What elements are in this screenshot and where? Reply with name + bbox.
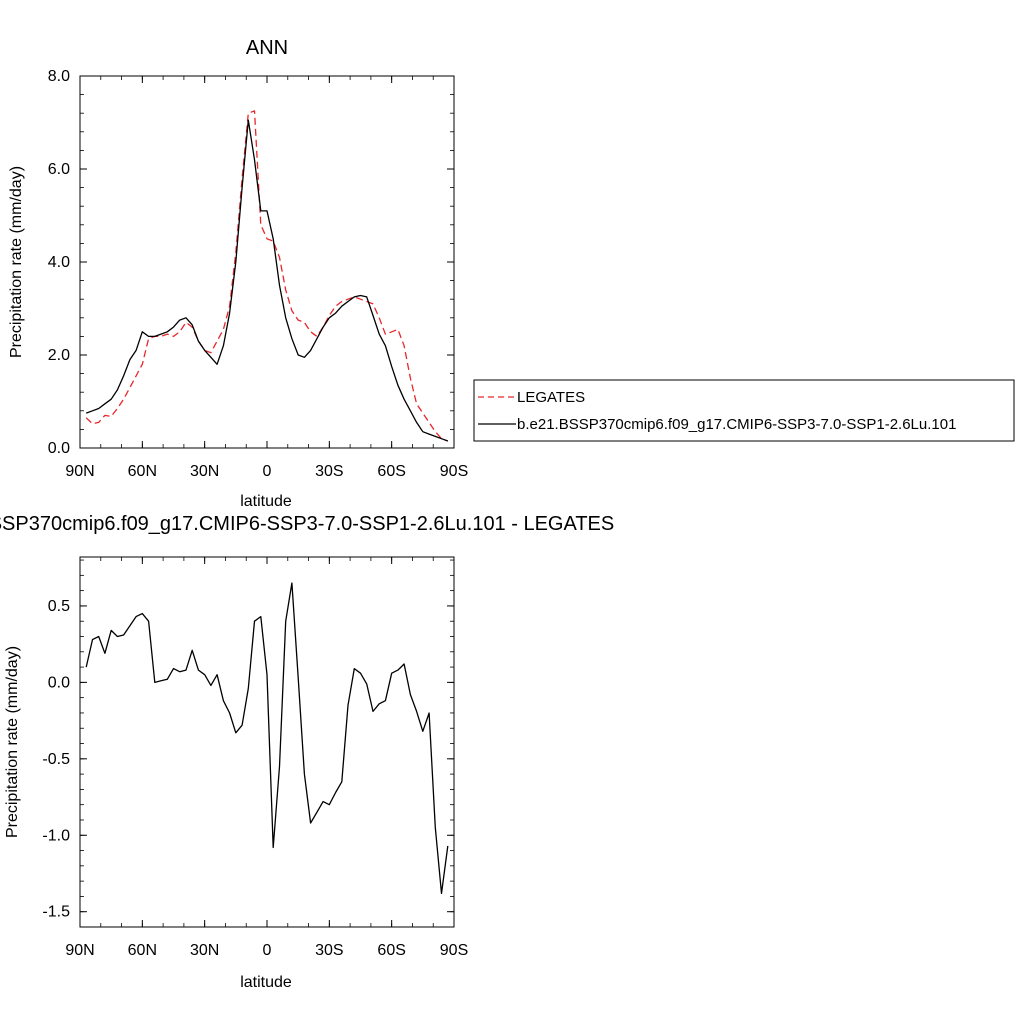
x-tick-label: 90N [65, 463, 94, 480]
bottom-series-group [85, 582, 449, 895]
x-tick-label: 90N [65, 942, 94, 959]
x-tick-label: 0 [263, 463, 272, 480]
legend-box [473, 379, 1015, 442]
x-tick-label: 0 [263, 942, 272, 959]
top-x-axis: 90N 60N 30N 0 30S 60S 90S [65, 76, 468, 480]
top-plot-frame [79, 75, 455, 449]
top-y-axis: 0.0 2.0 4.0 6.0 8.0 [48, 68, 454, 457]
series-line-model [85, 119, 449, 442]
y-tick-label: -1.0 [42, 827, 70, 844]
x-tick-label: 30N [190, 942, 219, 959]
x-tick-label: 90S [440, 942, 468, 959]
top-series-group [85, 110, 449, 442]
y-tick-label: 0.5 [48, 598, 70, 615]
series-line-legates [85, 110, 449, 442]
series-line-model [85, 582, 449, 895]
legend-label-legates: LEGATES [517, 389, 585, 406]
top-y-axis-label: Precipitation rate (mm/day) [8, 166, 25, 358]
bottom-x-axis: 90N 60N 30N 0 30S 60S 90S [65, 557, 468, 959]
y-tick-label: 0.0 [48, 440, 70, 457]
y-tick-label: 8.0 [48, 68, 70, 85]
x-tick-label: 30N [190, 463, 219, 480]
y-tick-label: 6.0 [48, 161, 70, 178]
x-tick-label: 60S [377, 463, 405, 480]
top-chart-title: ANN [246, 37, 288, 59]
x-tick-label: 60N [128, 942, 157, 959]
y-tick-label: 0.0 [48, 674, 70, 691]
bottom-y-axis: -1.5 -1.0 -0.5 0.0 0.5 [42, 559, 454, 928]
bottom-panel: b.e21.BSSP370cmip6.f09_g17.CMIP6-SSP3-7.… [0, 513, 614, 991]
y-tick-label: 2.0 [48, 347, 70, 364]
top-x-axis-label: latitude [240, 493, 292, 510]
bottom-y-axis-label: Precipitation rate (mm/day) [4, 646, 21, 838]
y-tick-label: -1.5 [42, 904, 70, 921]
bottom-plot-frame [79, 556, 455, 928]
x-tick-label: 60N [128, 463, 157, 480]
y-tick-label: -0.5 [42, 751, 70, 768]
x-tick-label: 30S [315, 463, 343, 480]
x-tick-label: 90S [440, 463, 468, 480]
x-tick-label: 60S [377, 942, 405, 959]
x-tick-label: 30S [315, 942, 343, 959]
legend-label-model: b.e21.BSSP370cmip6.f09_g17.CMIP6-SSP3-7.… [517, 416, 956, 433]
legend: LEGATES b.e21.BSSP370cmip6.f09_g17.CMIP6… [473, 379, 1015, 442]
y-tick-label: 4.0 [48, 254, 70, 271]
top-panel: ANN 0.02.04.06.08.0 90N 60N 30N 0 30S 60S 90S … [8, 37, 468, 510]
bottom-chart-title: b.e21.BSSP370cmip6.f09_g17.CMIP6-SSP3-7.… [0, 513, 614, 535]
bottom-x-axis-label: latitude [240, 974, 292, 991]
